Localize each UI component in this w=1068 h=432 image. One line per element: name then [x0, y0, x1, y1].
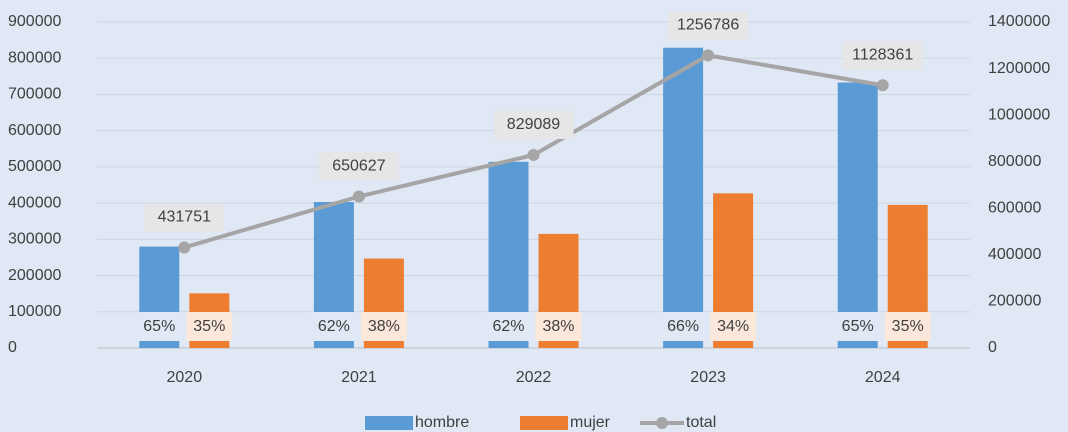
share-label-bg — [884, 312, 931, 341]
y-tick-label: 500000 — [8, 158, 61, 175]
legend-label: total — [686, 414, 716, 431]
line-marker — [352, 190, 365, 203]
x-tick-label: 2021 — [341, 369, 377, 386]
data-label-bg — [144, 203, 225, 232]
legend-swatch — [520, 416, 568, 430]
line-marker — [876, 79, 889, 92]
x-tick-label: 2022 — [516, 369, 552, 386]
share-label: 38% — [368, 318, 400, 335]
y2-tick-label: 800000 — [988, 153, 1041, 170]
y-tick-label: 600000 — [8, 122, 61, 139]
line-marker — [178, 241, 191, 254]
share-label-bg — [360, 312, 407, 341]
y2-tick-label: 1000000 — [988, 106, 1050, 123]
share-label: 66% — [667, 318, 699, 335]
y2-tick-label: 0 — [988, 339, 997, 356]
y-tick-label: 700000 — [8, 86, 61, 103]
line-marker — [702, 49, 715, 62]
bar — [663, 47, 704, 349]
legend-label: hombre — [415, 414, 469, 431]
line-marker — [527, 148, 540, 161]
y-tick-label: 900000 — [8, 13, 61, 30]
share-label-bg — [660, 312, 707, 341]
y2-tick-label: 1400000 — [988, 13, 1050, 30]
share-label: 35% — [892, 318, 924, 335]
share-label-bg — [310, 312, 357, 341]
share-label: 34% — [717, 318, 749, 335]
share-label: 65% — [842, 318, 874, 335]
data-label-bg — [493, 110, 574, 139]
legend-swatch — [365, 416, 413, 430]
data-label-bg — [318, 152, 399, 181]
share-label: 62% — [492, 318, 524, 335]
x-tick-label: 2023 — [690, 369, 726, 386]
share-label-bg — [485, 312, 532, 341]
y-tick-label: 100000 — [8, 303, 61, 320]
bar — [837, 82, 878, 348]
y-tick-label: 300000 — [8, 231, 61, 248]
share-label: 62% — [318, 318, 350, 335]
data-label: 650627 — [332, 158, 385, 175]
legend-label: mujer — [570, 414, 611, 431]
data-label: 1128361 — [852, 46, 913, 63]
data-label: 431751 — [158, 209, 211, 226]
legend-marker — [656, 417, 668, 429]
share-label: 65% — [143, 318, 175, 335]
data-label: 829089 — [507, 116, 560, 133]
share-label: 38% — [542, 318, 574, 335]
data-label-bg — [842, 41, 923, 70]
y2-tick-label: 400000 — [988, 246, 1041, 263]
share-label-bg — [834, 312, 881, 341]
y-tick-label: 0 — [8, 339, 17, 356]
share-label-bg — [535, 312, 582, 341]
y-tick-label: 200000 — [8, 267, 61, 284]
y-tick-label: 400000 — [8, 194, 61, 211]
data-label-bg — [668, 11, 749, 40]
y2-tick-label: 200000 — [988, 293, 1041, 310]
x-tick-label: 2020 — [167, 369, 203, 386]
share-label-bg — [186, 312, 233, 341]
share-label-bg — [136, 312, 183, 341]
x-tick-label: 2024 — [865, 369, 901, 386]
y-tick-label: 800000 — [8, 49, 61, 66]
share-label-bg — [710, 312, 757, 341]
share-label: 35% — [193, 318, 225, 335]
y2-tick-label: 600000 — [988, 200, 1041, 217]
y2-tick-label: 1200000 — [988, 60, 1050, 77]
data-label: 1256786 — [677, 17, 739, 34]
